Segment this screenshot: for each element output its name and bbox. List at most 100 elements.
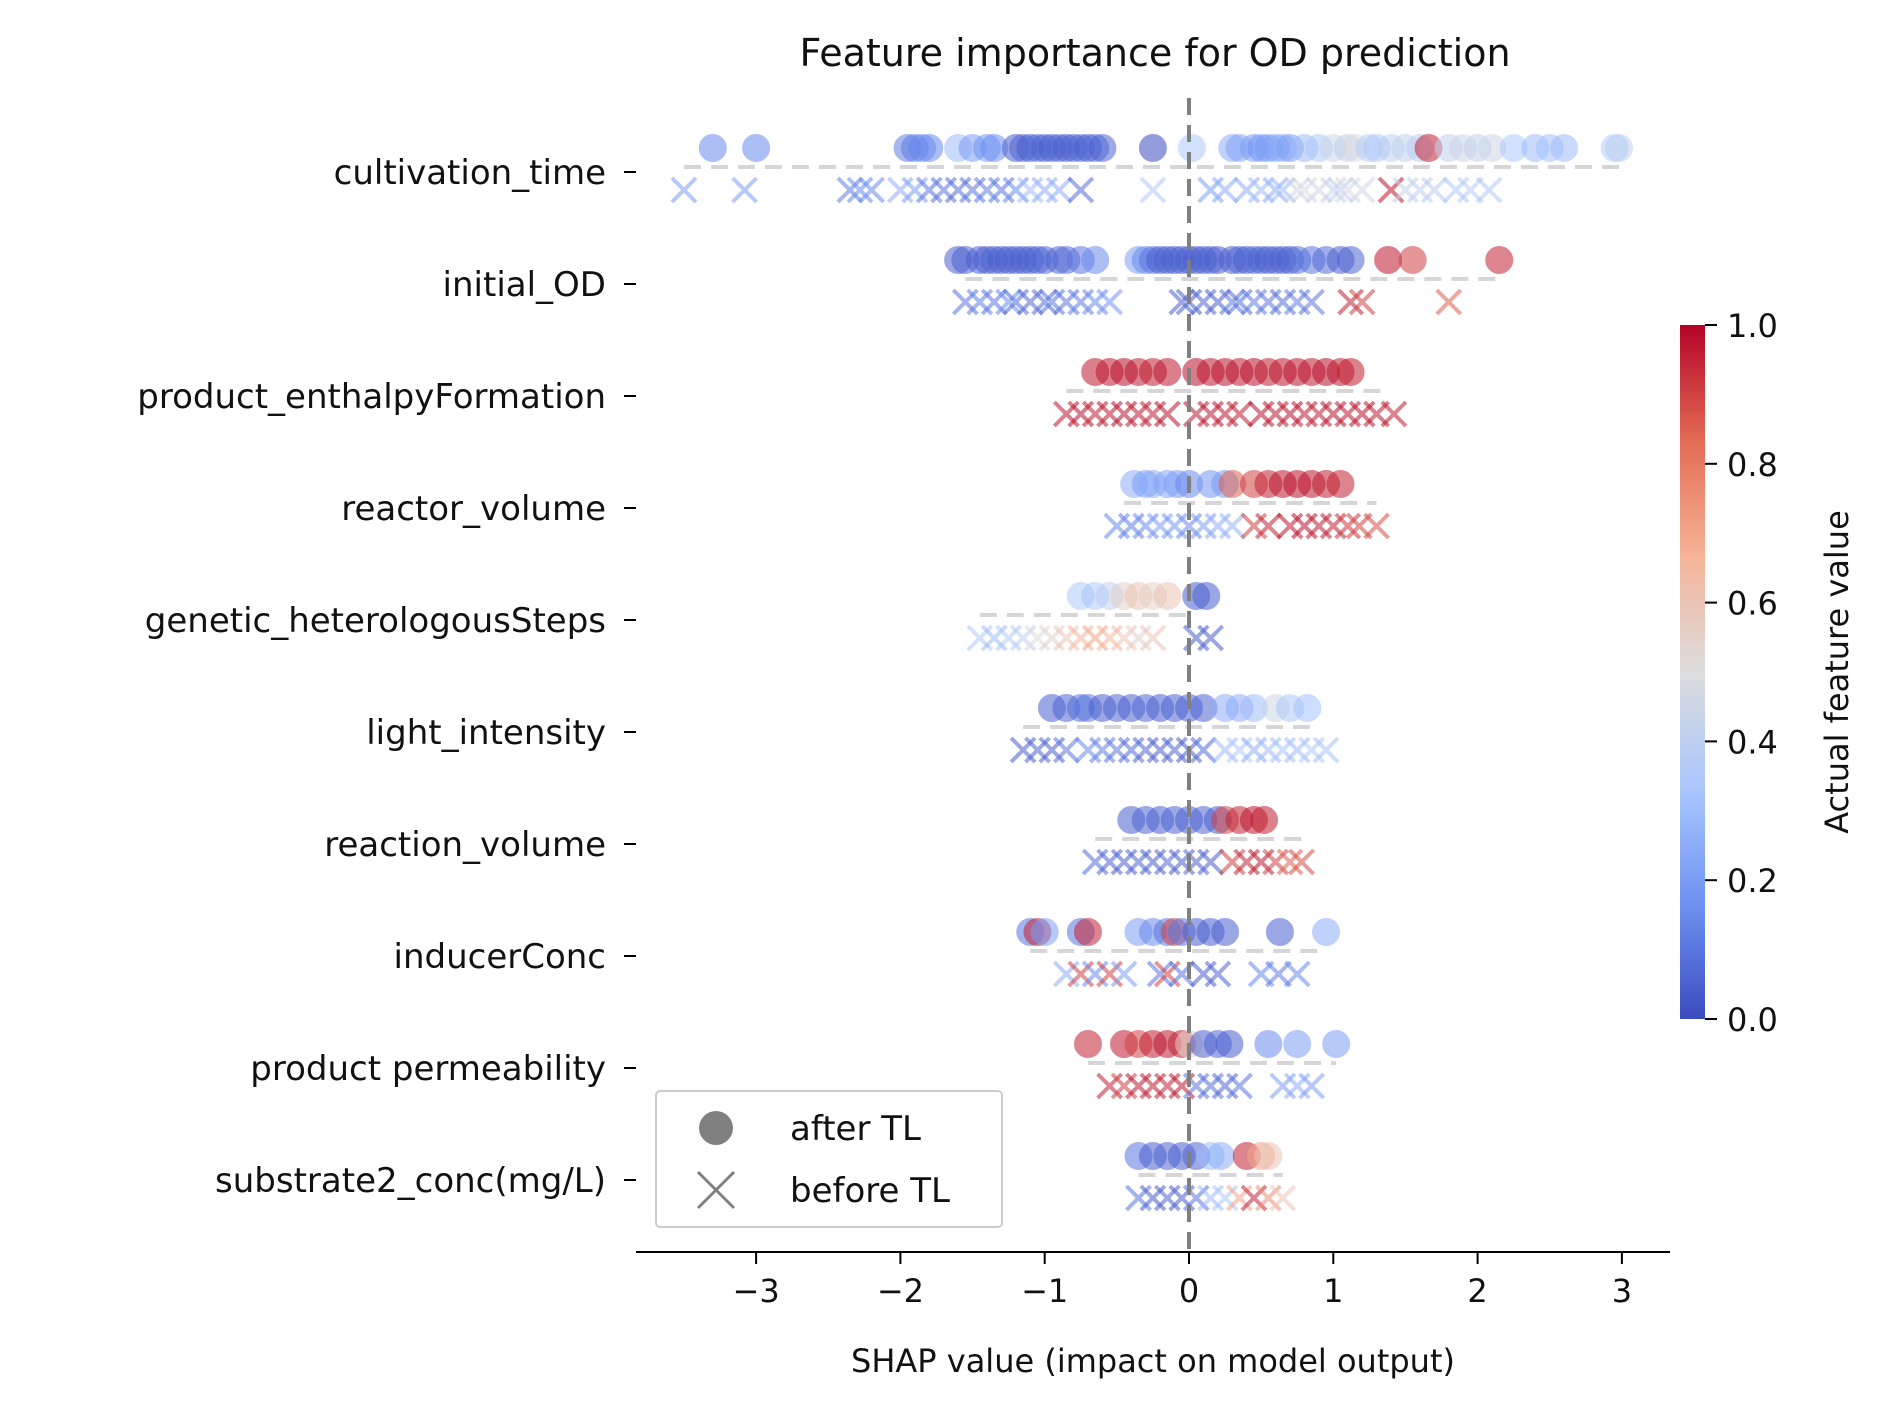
y-tick-label-initial-od: initial_OD — [443, 265, 606, 305]
point-before-cultivation-time-2 — [836, 176, 864, 204]
point-after-cultivation-time-23 — [1138, 134, 1167, 162]
colorbar: 0.0 0.2 0.4 0.6 0.8 1.0 Actual feature value — [1680, 307, 1856, 1039]
y-tick-label-reaction-volume: reaction_volume — [324, 825, 606, 865]
point-after-product-permeability-0 — [1073, 1030, 1102, 1058]
point-before-product-permeability-9 — [1226, 1072, 1253, 1100]
point-after-product-permeability-11 — [1283, 1030, 1312, 1058]
point-after-cultivation-time-24 — [1177, 134, 1206, 162]
point-before-cultivation-time-35 — [1420, 176, 1448, 204]
y-tick-label-genetic-heterologoussteps: genetic_heterologousSteps — [145, 601, 606, 641]
point-before-light-intensity-20 — [1312, 736, 1340, 764]
point-before-initial-od-23 — [1337, 288, 1365, 316]
point-before-cultivation-time-17 — [1067, 176, 1095, 204]
point-after-inducerconc-12 — [1211, 918, 1240, 946]
y-tick-label-product-enthalpyformation: product_enthalpyFormation — [137, 377, 606, 417]
point-before-substrate2-conc-mg-l--10 — [1269, 1184, 1297, 1212]
point-before-initial-od-25 — [1435, 288, 1463, 316]
point-before-inducerconc-12 — [1283, 960, 1311, 988]
point-after-substrate2-conc-mg-l--9 — [1254, 1142, 1283, 1170]
point-before-cultivation-time-23 — [1262, 176, 1289, 204]
point-before-reaction-volume-13 — [1276, 848, 1304, 876]
point-after-product-permeability-12 — [1322, 1030, 1351, 1058]
point-before-reaction-volume-8 — [1197, 848, 1225, 876]
y-tick-label-cultivation-time: cultivation_time — [334, 153, 606, 193]
point-before-initial-od-24 — [1348, 288, 1376, 316]
legend-label-before-tl: before TL — [790, 1171, 950, 1211]
y-tick-label-substrate2-conc-mg-l-: substrate2_conc(mg/L) — [215, 1161, 606, 1201]
point-before-cultivation-time-38 — [1475, 176, 1503, 204]
point-before-initial-od-16 — [1218, 288, 1246, 316]
point-after-initial-od-44 — [1485, 246, 1514, 274]
chart-title: Feature importance for OD prediction — [799, 31, 1510, 75]
colorbar-tick-label-0: 0.0 — [1727, 1001, 1778, 1039]
point-before-product-permeability-12 — [1298, 1072, 1326, 1100]
point-before-product-enthalpyformation-11 — [1226, 400, 1253, 428]
x-axis: −3 −2 −1 0 1 2 3 SHAP value (impact on model o… — [636, 1251, 1670, 1380]
point-before-cultivation-time-3 — [846, 176, 874, 204]
point-before-inducerconc-9 — [1204, 960, 1232, 988]
colorbar-ticks: 0.0 0.2 0.4 0.6 0.8 1.0 — [1705, 307, 1778, 1039]
data-points — [670, 134, 1634, 1212]
point-before-reaction-volume-14 — [1288, 848, 1315, 876]
point-after-cultivation-time-1 — [742, 134, 771, 162]
x-tick-label-1: −2 — [877, 1272, 924, 1310]
colorbar-tick-label-1: 0.2 — [1727, 862, 1778, 900]
point-before-initial-od-3 — [995, 288, 1023, 316]
point-after-initial-od-41 — [1336, 246, 1365, 274]
point-before-cultivation-time-0 — [670, 176, 698, 204]
point-before-cultivation-time-1 — [731, 176, 758, 204]
x-tick-label-5: 2 — [1467, 1272, 1487, 1310]
point-before-initial-od-22 — [1298, 288, 1326, 316]
colorbar-tick-label-5: 1.0 — [1727, 307, 1778, 345]
point-before-product-enthalpyformation-7 — [1153, 400, 1181, 428]
point-before-cultivation-time-25 — [1283, 176, 1311, 204]
point-after-inducerconc-2 — [1030, 918, 1059, 946]
x-tick-label-0: −3 — [733, 1272, 780, 1310]
point-after-light-intensity-17 — [1293, 694, 1322, 722]
point-after-cultivation-time-5 — [915, 134, 944, 162]
colorbar-gradient — [1680, 325, 1705, 1019]
feature-range-lines — [683, 165, 1620, 1177]
point-before-inducerconc-5 — [1146, 960, 1174, 988]
point-before-reactor-volume-8 — [1218, 512, 1246, 540]
point-before-cultivation-time-20 — [1211, 176, 1239, 204]
y-tick-label-light-intensity: light_intensity — [366, 713, 606, 753]
point-after-genetic-heterologoussteps-6 — [1153, 582, 1182, 610]
point-before-product-enthalpyformation-21 — [1380, 400, 1408, 428]
y-tick-label-inducerconc: inducerConc — [394, 937, 607, 977]
colorbar-tick-label-4: 0.8 — [1727, 446, 1778, 484]
point-after-product-permeability-9 — [1215, 1030, 1244, 1058]
point-before-initial-od-6 — [1031, 288, 1059, 316]
point-before-initial-od-11 — [1096, 288, 1124, 316]
point-before-cultivation-time-31 — [1348, 176, 1376, 204]
point-before-reactor-volume-10 — [1254, 512, 1282, 540]
x-tick-label-4: 1 — [1323, 1272, 1343, 1310]
point-before-reactor-volume-15 — [1334, 512, 1362, 540]
point-after-genetic-heterologoussteps-8 — [1192, 582, 1221, 610]
point-before-cultivation-time-16 — [1045, 176, 1073, 204]
colorbar-tick-label-3: 0.6 — [1727, 585, 1778, 623]
legend-marker-before-tl — [696, 1170, 736, 1210]
point-before-cultivation-time-18 — [1139, 176, 1167, 204]
point-after-product-enthalpyformation-17 — [1336, 358, 1365, 386]
point-after-cultivation-time-53 — [1605, 134, 1634, 162]
point-before-inducerconc-4 — [1110, 960, 1138, 988]
legend-label-after-tl: after TL — [790, 1109, 921, 1149]
point-after-inducerconc-13 — [1265, 918, 1294, 946]
point-after-inducerconc-14 — [1312, 918, 1341, 946]
point-after-cultivation-time-0 — [698, 134, 727, 162]
colorbar-tick-label-2: 0.4 — [1727, 723, 1778, 761]
x-ticks: −3 −2 −1 0 1 2 3 — [733, 1252, 1632, 1310]
y-axis: cultivation_time initial_OD product_enthal… — [137, 153, 636, 1201]
y-tick-label-product-permeability: product permeability — [250, 1049, 606, 1089]
point-after-reactor-volume-15 — [1326, 470, 1355, 498]
legend: after TL before TL — [655, 1090, 1003, 1228]
x-axis-label: SHAP value (impact on model output) — [851, 1342, 1455, 1380]
point-after-cultivation-time-22 — [1088, 134, 1117, 162]
x-tick-label-2: −1 — [1021, 1272, 1068, 1310]
legend-marker-after-tl — [699, 1111, 733, 1145]
x-tick-label-3: 0 — [1179, 1272, 1199, 1310]
point-before-genetic-heterologoussteps-14 — [1197, 624, 1225, 652]
